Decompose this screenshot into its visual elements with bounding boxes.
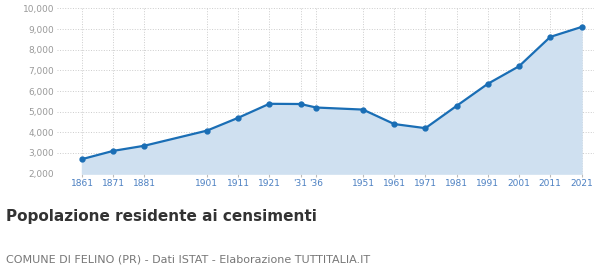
Text: COMUNE DI FELINO (PR) - Dati ISTAT - Elaborazione TUTTITALIA.IT: COMUNE DI FELINO (PR) - Dati ISTAT - Ela…	[6, 255, 370, 265]
Text: Popolazione residente ai censimenti: Popolazione residente ai censimenti	[6, 209, 317, 224]
